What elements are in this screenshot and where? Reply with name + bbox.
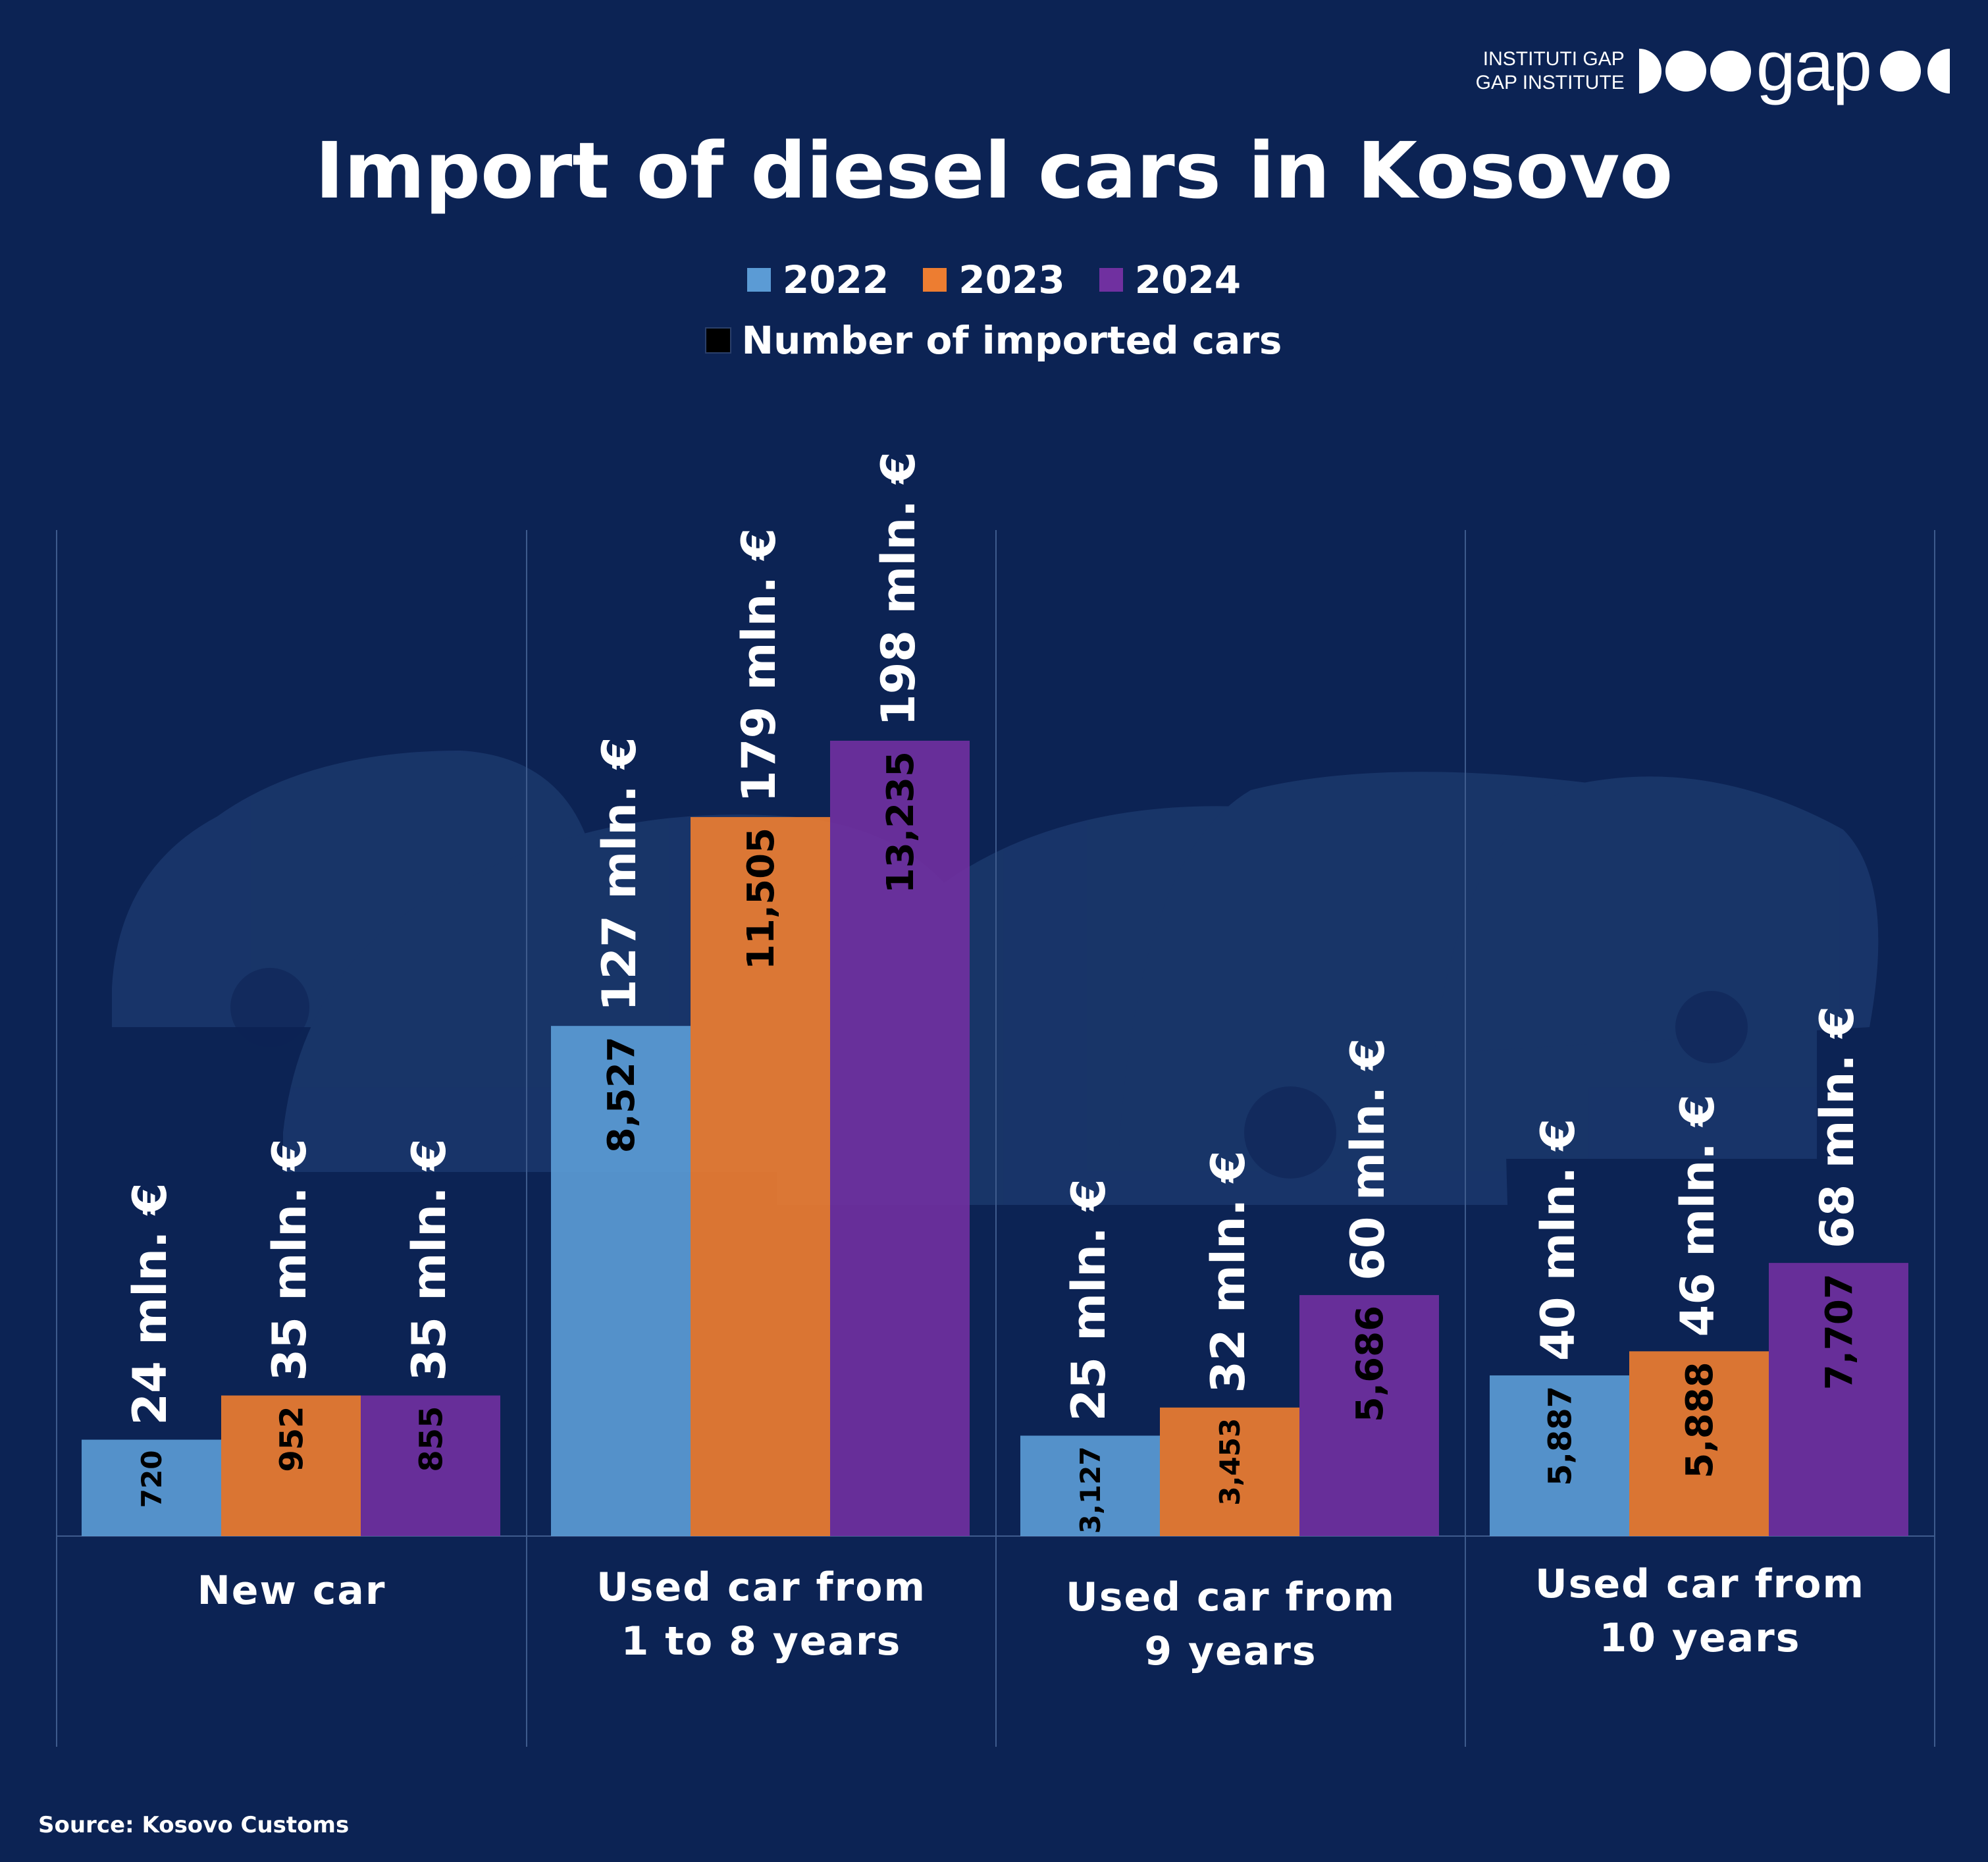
logo-line-1: INSTITUTI GAP [1482,48,1625,70]
logo-line-2: GAP INSTITUTE [1475,72,1625,93]
logo-wordmark: gap [1756,26,1872,105]
legend-item-count: Number of imported cars [704,318,1282,363]
legend-item-2023: 2023 [923,257,1065,302]
bar-2023-1 [691,816,830,1536]
legend-years: 2022 2023 2024 [0,258,1988,302]
count-label-2024-2: 5,686 [1349,1306,1392,1422]
bar-2022-1 [551,1026,691,1536]
source-note: Source: Kosovo Customs [38,1812,350,1838]
value-label-2023-2: 32 mln. € [1201,1151,1255,1393]
bar-2022-3 [1490,1375,1629,1536]
value-label-2024-2: 60 mln. € [1341,1038,1395,1281]
bar-2023-0 [221,1395,361,1536]
value-label-2022-2: 25 mln. € [1062,1179,1116,1421]
logo-text: INSTITUTI GAP GAP INSTITUTE [1476,47,1625,95]
value-label-2022-3: 40 mln. € [1531,1119,1585,1361]
legend-swatch-2023 [923,268,947,292]
value-label-2022-0: 24 mln. € [123,1183,177,1425]
count-label-2024-0: 855 [413,1406,450,1472]
legend-label-2024: 2024 [1134,257,1242,302]
bar-2024-0 [361,1395,500,1536]
category-label-0: New car [197,1568,386,1614]
legend-item-2024: 2024 [1099,258,1241,302]
legend-swatch-2022 [746,268,771,292]
category-label-3: Used car from 10 years [1535,1561,1865,1661]
legend-count: Number of imported cars [0,319,1988,362]
value-label-2024-1: 198 mln. € [872,452,926,726]
bar-2024-2 [1299,1294,1439,1536]
legend-label-count: Number of imported cars [741,318,1282,363]
count-label-2022-3: 5,887 [1542,1386,1579,1486]
category-label-1: Used car from 1 to 8 years [596,1564,926,1664]
bar-2024-3 [1769,1263,1908,1536]
count-label-2023-2: 3,453 [1214,1418,1246,1506]
count-label-2022-1: 8,527 [600,1036,643,1153]
bar-2022-0 [82,1439,221,1536]
chart-title: Import of diesel cars in Kosovo [315,125,1673,216]
category-label-2: Used car from 9 years [1066,1574,1396,1674]
count-label-2023-3: 5,888 [1679,1362,1721,1478]
count-label-2022-0: 720 [136,1450,168,1508]
value-label-2023-0: 35 mln. € [263,1138,317,1381]
value-label-2022-1: 127 mln. € [592,737,646,1011]
logo-mark: gap [1638,30,1950,104]
bar-2023-3 [1629,1351,1769,1536]
value-label-2024-3: 68 mln. € [1810,1006,1864,1248]
count-label-2022-2: 3,127 [1074,1446,1107,1533]
count-label-2024-1: 13,235 [879,751,922,893]
gap-institute-logo: INSTITUTI GAP GAP INSTITUTE gap [1476,30,1950,104]
legend-swatch-count [704,327,731,354]
count-label-2023-1: 11,505 [740,828,783,970]
bar-2023-2 [1160,1407,1299,1536]
legend-label-2022: 2022 [782,257,889,302]
legend-item-2022: 2022 [746,257,889,302]
value-label-2024-0: 35 mln. € [402,1138,456,1381]
value-label-2023-1: 179 mln. € [732,528,786,803]
count-label-2024-3: 7,707 [1818,1273,1861,1390]
bar-2022-2 [1020,1435,1160,1536]
value-label-2023-3: 46 mln. € [1671,1094,1725,1337]
count-label-2023-0: 952 [273,1406,310,1472]
legend-swatch-2024 [1099,268,1123,292]
legend-label-2023: 2023 [958,257,1065,302]
bar-2024-1 [830,741,970,1536]
